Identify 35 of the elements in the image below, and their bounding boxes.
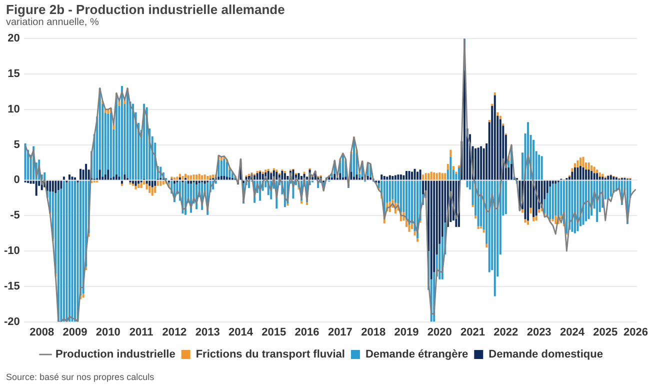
x-tick-label: 2018: [361, 326, 386, 338]
x-tick-label: 2022: [494, 326, 518, 338]
x-tick-label: 2021: [460, 326, 486, 338]
y-tick-label: 20: [8, 32, 20, 45]
x-tick-label: 2012: [162, 326, 187, 338]
x-tick-label: 2026: [624, 326, 648, 338]
legend-label: Demande étrangère: [365, 348, 468, 361]
y-tick-label: 0: [14, 174, 20, 186]
x-tick-label: 2015: [262, 326, 286, 338]
chart-title: Figure 2b - Production industrielle allemande: [6, 2, 285, 17]
x-tick-label: 2010: [96, 326, 120, 338]
x-tick-label: 2023: [526, 326, 552, 338]
y-tick-label: -15: [4, 280, 20, 292]
x-tick-label: 2025: [593, 326, 618, 338]
legend-label: Demande domestique: [488, 348, 603, 361]
x-tick-label: 2008: [30, 326, 54, 338]
y-tick-label: 15: [8, 68, 20, 80]
x-tick-label: 2017: [328, 326, 352, 338]
x-tick-label: 2009: [62, 326, 88, 338]
y-tick-label: -5: [10, 210, 20, 222]
legend-label: Production industrielle: [56, 348, 176, 361]
y-tick-label: 10: [8, 103, 20, 116]
x-tick-label: 2013: [195, 326, 220, 338]
x-tick-label: 2020: [427, 326, 452, 338]
x-tick-label: 2024: [560, 326, 586, 338]
x-tick-label: 2019: [394, 326, 419, 338]
x-tick-label: 2016: [294, 326, 320, 338]
y-tick-label: -20: [4, 316, 20, 328]
x-tick-label: 2011: [129, 326, 154, 338]
y-tick-label: 5: [14, 138, 20, 151]
source-note: Source: basé sur nos propres calculs: [6, 372, 154, 382]
y-tick-label: -10: [4, 245, 20, 258]
chart-subtitle: variation annuelle, %: [6, 17, 99, 28]
x-tick-label: 2014: [228, 326, 254, 338]
legend-label: Frictions du transport fluvial: [196, 348, 345, 361]
